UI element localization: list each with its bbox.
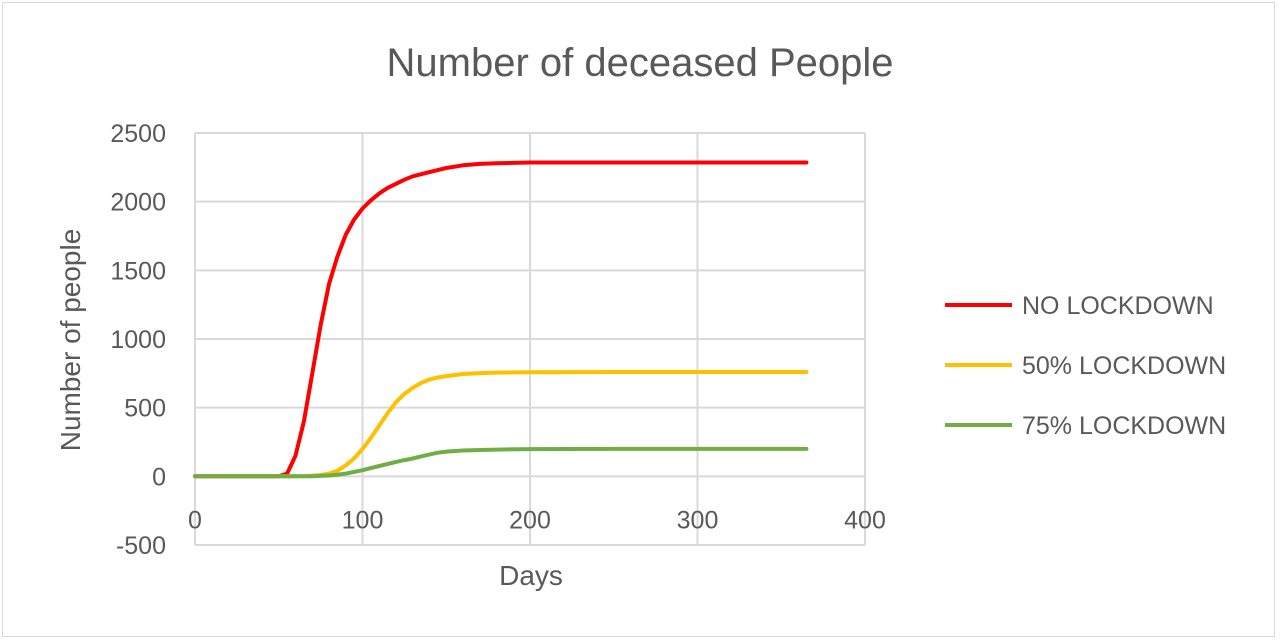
x-tick-label: 400 [844, 506, 886, 534]
x-tick-label: 100 [342, 506, 384, 534]
legend: NO LOCKDOWN 50% LOCKDOWN 75% LOCKDOWN [945, 292, 1226, 440]
y-axis-title: Number of people [55, 229, 86, 452]
x-axis-title: Days [499, 560, 563, 591]
y-tick-label: 1000 [110, 326, 166, 354]
y-tick-label: 0 [152, 463, 166, 491]
grid [194, 132, 866, 546]
y-tick-label: 1500 [110, 257, 166, 285]
legend-label: NO LOCKDOWN [1022, 292, 1214, 320]
x-tick-label: 200 [509, 506, 551, 534]
series-line [193, 370, 809, 479]
y-tick-label: 2000 [110, 189, 166, 217]
legend-label: 50% LOCKDOWN [1022, 352, 1226, 380]
y-axis-ticks: 2500 2000 1500 1000 500 0 -500 [110, 120, 166, 560]
series-line [193, 446, 809, 479]
y-tick-label: 2500 [110, 120, 166, 148]
y-tick-label: -500 [116, 532, 166, 560]
chart-title: Number of deceased People [387, 41, 894, 85]
x-tick-label: 0 [188, 506, 202, 534]
series-line [193, 160, 809, 479]
x-tick-label: 300 [677, 506, 719, 534]
x-axis-ticks: 0 100 200 300 400 [188, 506, 886, 534]
legend-label: 75% LOCKDOWN [1022, 412, 1226, 440]
plot-lines [193, 160, 809, 479]
y-tick-label: 500 [124, 395, 166, 423]
